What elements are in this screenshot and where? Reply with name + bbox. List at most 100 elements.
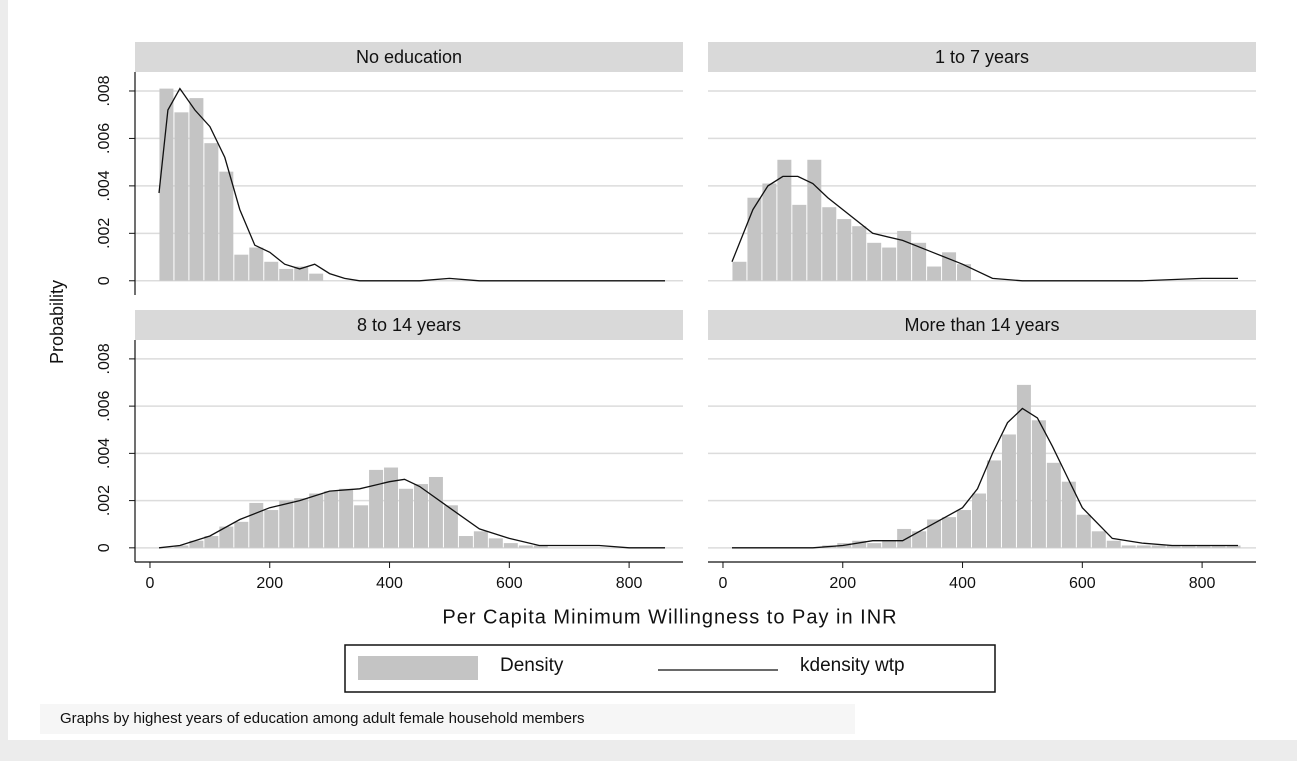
x-tick-label: 800 xyxy=(616,575,643,592)
histogram-bar xyxy=(339,488,354,548)
y-tick-label: .002 xyxy=(96,218,113,249)
panel-title: No education xyxy=(356,47,462,67)
y-tick-label: .004 xyxy=(96,438,113,469)
histogram-bar xyxy=(189,540,204,548)
panel-title: 1 to 7 years xyxy=(935,47,1029,67)
histogram-bar xyxy=(518,545,533,548)
y-tick-label: .008 xyxy=(96,75,113,106)
panel-header xyxy=(708,310,1256,340)
histogram-bar xyxy=(1016,384,1031,548)
histogram-bar xyxy=(822,207,837,281)
histogram-bar xyxy=(732,261,747,281)
x-tick-label: 800 xyxy=(1189,575,1216,592)
histogram-bar xyxy=(533,545,548,548)
histogram-bar xyxy=(1196,545,1211,548)
histogram-bar xyxy=(1136,545,1151,548)
histogram-bar xyxy=(1031,420,1046,548)
x-tick-label: 200 xyxy=(256,575,283,592)
histogram-bar xyxy=(294,498,309,548)
histogram-bar xyxy=(942,252,957,281)
histogram-bar xyxy=(264,261,279,281)
histogram-bar xyxy=(189,98,204,281)
histogram-bar xyxy=(942,517,957,548)
histogram-bar xyxy=(249,247,264,281)
histogram-bar xyxy=(1061,481,1076,548)
histogram-bar xyxy=(777,159,792,281)
histogram-bar xyxy=(912,242,927,281)
histogram-bar xyxy=(1001,434,1016,548)
histogram-bar xyxy=(204,143,219,281)
histogram-bar xyxy=(309,273,324,281)
histogram-bar xyxy=(1091,531,1106,548)
histogram-bar xyxy=(807,159,822,281)
histogram-bar xyxy=(443,505,458,548)
x-tick-label: 0 xyxy=(146,575,155,592)
histogram-bar xyxy=(324,491,339,548)
note: Graphs by highest years of education amo… xyxy=(60,710,584,727)
histogram-bar xyxy=(986,460,1001,548)
histogram-bar xyxy=(882,247,897,281)
histogram-bar xyxy=(972,493,986,548)
kdensity-line xyxy=(158,478,665,549)
histogram-bar xyxy=(1046,462,1061,548)
bottom-strip xyxy=(0,740,1297,761)
histogram-bar xyxy=(309,493,324,548)
histogram-bar xyxy=(428,476,443,548)
histogram-bar xyxy=(294,266,309,281)
histogram-bar xyxy=(174,112,189,281)
histogram-bar xyxy=(219,171,234,281)
panel-header xyxy=(135,310,683,340)
histogram-bar xyxy=(1226,545,1241,548)
histogram-bar xyxy=(1166,545,1181,548)
kdensity-line xyxy=(158,87,665,282)
histogram-bar xyxy=(279,268,294,281)
histogram-bar xyxy=(488,538,503,548)
histogram-bar xyxy=(159,88,174,281)
x-tick-label: 0 xyxy=(719,575,728,592)
histogram-bar xyxy=(234,254,249,281)
panel-header xyxy=(708,42,1256,72)
histogram-bar xyxy=(369,469,384,548)
histogram-bar xyxy=(1211,545,1226,548)
x-tick-label: 600 xyxy=(496,575,523,592)
histogram-bar xyxy=(399,488,413,548)
legend-label: kdensity wtp xyxy=(800,655,905,676)
histogram-bar xyxy=(1181,545,1196,548)
histogram-bar xyxy=(174,545,189,548)
histogram-bar xyxy=(897,230,912,281)
histogram-bar xyxy=(957,264,972,281)
y-tick-label: 0 xyxy=(96,276,113,285)
histogram-bar xyxy=(897,528,912,548)
histogram-bar xyxy=(867,242,882,281)
histogram-bar xyxy=(747,197,762,281)
kdensity-line xyxy=(731,175,1238,282)
y-axis-label: Probability xyxy=(47,280,67,364)
histogram-bar xyxy=(1151,545,1166,548)
histogram-bar xyxy=(1106,540,1121,548)
note-box xyxy=(40,704,855,734)
x-tick-label: 200 xyxy=(829,575,856,592)
histogram-bar xyxy=(413,484,428,548)
histogram-bar xyxy=(762,183,777,281)
histogram-bar xyxy=(503,543,518,548)
histogram-bar xyxy=(279,500,294,548)
legend-swatch xyxy=(358,656,478,680)
x-tick-label: 400 xyxy=(376,575,403,592)
histogram-bar xyxy=(1121,545,1136,548)
x-axis-label: Per Capita Minimum Willingness to Pay in… xyxy=(442,606,897,628)
histogram-bar xyxy=(792,204,807,281)
y-tick-label: .004 xyxy=(96,170,113,201)
histogram-bar xyxy=(204,536,219,548)
y-tick-label: 0 xyxy=(96,543,113,552)
histogram-bar xyxy=(867,543,882,548)
histogram-bar xyxy=(354,505,369,548)
y-tick-label: .006 xyxy=(96,390,113,421)
y-tick-label: .008 xyxy=(96,343,113,374)
histogram-bar xyxy=(882,540,897,548)
histogram-bar xyxy=(249,502,264,548)
histogram-bar xyxy=(837,219,852,281)
histogram-bar xyxy=(234,521,249,548)
histogram-bar xyxy=(458,536,473,548)
histogram-bar xyxy=(264,510,279,548)
